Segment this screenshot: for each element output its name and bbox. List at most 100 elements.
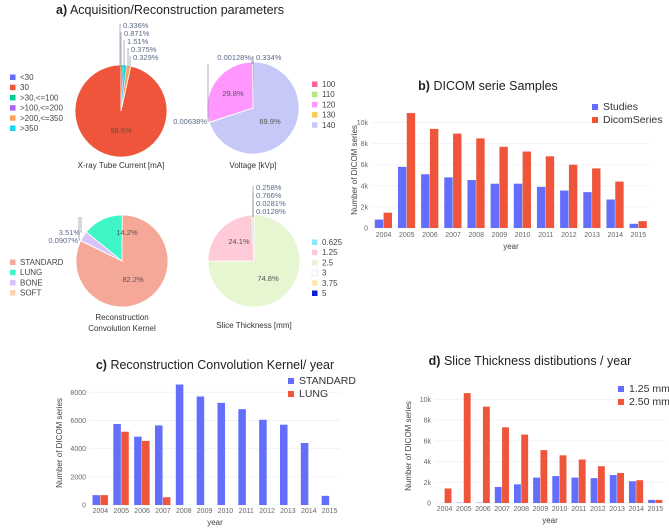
legend-swatch[interactable] (288, 378, 294, 384)
bar-d-2-50-mm-2011[interactable] (578, 459, 586, 503)
bar-d-1-25-mm-2012[interactable] (590, 478, 598, 503)
legend-swatch[interactable] (592, 104, 598, 110)
bar-c-standard-2005[interactable] (113, 423, 121, 505)
legend-swatch[interactable] (10, 290, 16, 296)
legend-swatch[interactable] (312, 290, 318, 297)
bar-b-studies-2015[interactable] (629, 223, 639, 228)
legend-swatch[interactable] (312, 112, 318, 118)
bar-b-dicomseries-2012[interactable] (568, 164, 578, 228)
bar-d-1-25-mm-2015[interactable] (648, 499, 656, 503)
legend-swatch[interactable] (618, 386, 624, 392)
bar-d-2-50-mm-2015[interactable] (655, 499, 663, 503)
legend-swatch[interactable] (10, 74, 16, 81)
bar-c-standard-2007[interactable] (155, 425, 163, 505)
legend-swatch[interactable] (288, 391, 294, 397)
bar-b-studies-2013[interactable] (583, 192, 592, 228)
y-tick-label: 0 (82, 503, 86, 510)
bar-b-studies-2008[interactable] (467, 180, 476, 228)
bar-d-2-50-mm-2007[interactable] (502, 427, 509, 503)
bar-d-2-50-mm-2006[interactable] (482, 406, 490, 503)
legend-swatch[interactable] (312, 122, 318, 128)
bar-d-2-50-mm-2014[interactable] (636, 480, 644, 503)
legend-swatch[interactable] (10, 94, 16, 101)
bar-b-studies-2009[interactable] (490, 183, 500, 228)
bar-b-dicomseries-2005[interactable] (406, 113, 416, 228)
bar-d-2-50-mm-2013[interactable] (617, 472, 624, 503)
bar-b-dicomseries-2004[interactable] (383, 212, 392, 228)
bar-b-dicomseries-2009[interactable] (499, 146, 508, 228)
bar-b-studies-2006[interactable] (421, 174, 430, 228)
bar-d-2-50-mm-2010[interactable] (559, 455, 567, 503)
x-tick-label: 2013 (584, 232, 600, 239)
bar-c-standard-2012[interactable] (259, 419, 267, 505)
legend-swatch[interactable] (10, 279, 16, 286)
bar-b-studies-2014[interactable] (606, 199, 615, 228)
bar-b-dicomseries-2011[interactable] (545, 156, 555, 228)
bar-d-1-25-mm-2008[interactable] (513, 484, 521, 503)
legend-swatch[interactable] (592, 117, 598, 123)
bar-c-standard-2009[interactable] (196, 396, 205, 506)
bar-d-2-50-mm-2005[interactable] (463, 393, 471, 503)
pie-title: Reconstruction (95, 313, 148, 322)
legend-swatch[interactable] (10, 269, 16, 276)
x-tick-label: 2014 (301, 508, 317, 515)
legend-swatch[interactable] (311, 269, 318, 277)
bar-b-studies-2010[interactable] (513, 183, 523, 228)
bar-b-studies-2007[interactable] (444, 177, 453, 228)
legend-swatch[interactable] (10, 259, 16, 266)
legend-swatch[interactable] (312, 91, 318, 98)
bar-c-lung-2004[interactable] (100, 495, 108, 505)
bar-d-2-50-mm-2008[interactable] (521, 434, 529, 503)
bar-d-1-25-mm-2013[interactable] (609, 475, 617, 503)
bar-c-standard-2011[interactable] (238, 409, 246, 505)
bar-c-standard-2013[interactable] (280, 424, 288, 505)
legend-swatch[interactable] (10, 115, 16, 121)
bar-d-1-25-mm-2007[interactable] (494, 486, 502, 503)
bar-b-dicomseries-2007[interactable] (453, 133, 462, 228)
bar-b-dicomseries-2013[interactable] (592, 168, 601, 228)
bar-d-1-25-mm-2010[interactable] (552, 476, 560, 503)
legend-swatch[interactable] (312, 249, 318, 256)
legend-swatch[interactable] (10, 125, 16, 132)
bar-c-standard-2010[interactable] (217, 402, 226, 505)
bar-d-2-50-mm-2012[interactable] (597, 466, 605, 503)
legend-swatch[interactable] (312, 81, 318, 88)
bar-b-dicomseries-2010[interactable] (522, 151, 531, 228)
legend-swatch[interactable] (618, 399, 624, 405)
pie-slice-kernel-1[interactable] (85, 214, 123, 262)
legend-swatch[interactable] (312, 259, 318, 266)
bar-c-lung-2005[interactable] (121, 431, 129, 505)
bar-c-standard-2014[interactable] (300, 443, 309, 505)
bar-c-lung-2006[interactable] (142, 440, 150, 505)
bar-b-studies-2012[interactable] (560, 190, 569, 228)
pie-slice-voltage-4[interactable] (208, 61, 300, 155)
bar-d-2-50-mm-2004[interactable] (444, 488, 452, 503)
bar-d-1-25-mm-2014[interactable] (628, 481, 636, 503)
bar-d-2-50-mm-2009[interactable] (540, 450, 548, 503)
bar-c-standard-2015[interactable] (321, 495, 330, 505)
bar-b-dicomseries-2015[interactable] (638, 221, 647, 228)
bar-b-dicomseries-2006[interactable] (429, 128, 439, 228)
bar-d-1-25-mm-2011[interactable] (571, 477, 579, 503)
legend-swatch[interactable] (312, 280, 318, 286)
bar-b-studies-2004[interactable] (374, 219, 384, 228)
bar-c-standard-2006[interactable] (134, 436, 142, 505)
bar-c-standard-2008[interactable] (175, 384, 184, 505)
bar-c-lung-2007[interactable] (162, 497, 171, 505)
legend-swatch[interactable] (312, 101, 318, 108)
bar-b-dicomseries-2008[interactable] (476, 138, 485, 228)
legend-swatch[interactable] (10, 84, 16, 91)
pie-slice-voltage-2[interactable] (206, 61, 254, 123)
leader-line (129, 56, 131, 67)
x-tick-label: 2009 (533, 506, 549, 513)
bar-d-1-25-mm-2009[interactable] (533, 477, 541, 503)
bar-b-dicomseries-2014[interactable] (615, 181, 624, 228)
bar-b-studies-2011[interactable] (536, 186, 546, 228)
x-tick-label: 2007 (445, 232, 461, 239)
legend-swatch[interactable] (10, 105, 16, 111)
pie-slice-slice-1[interactable] (207, 214, 255, 262)
bar-b-studies-2005[interactable] (397, 166, 407, 228)
legend-swatch[interactable] (312, 239, 318, 246)
bar-c-standard-2004[interactable] (92, 495, 101, 505)
pie-slice-slice-3[interactable] (253, 214, 255, 262)
